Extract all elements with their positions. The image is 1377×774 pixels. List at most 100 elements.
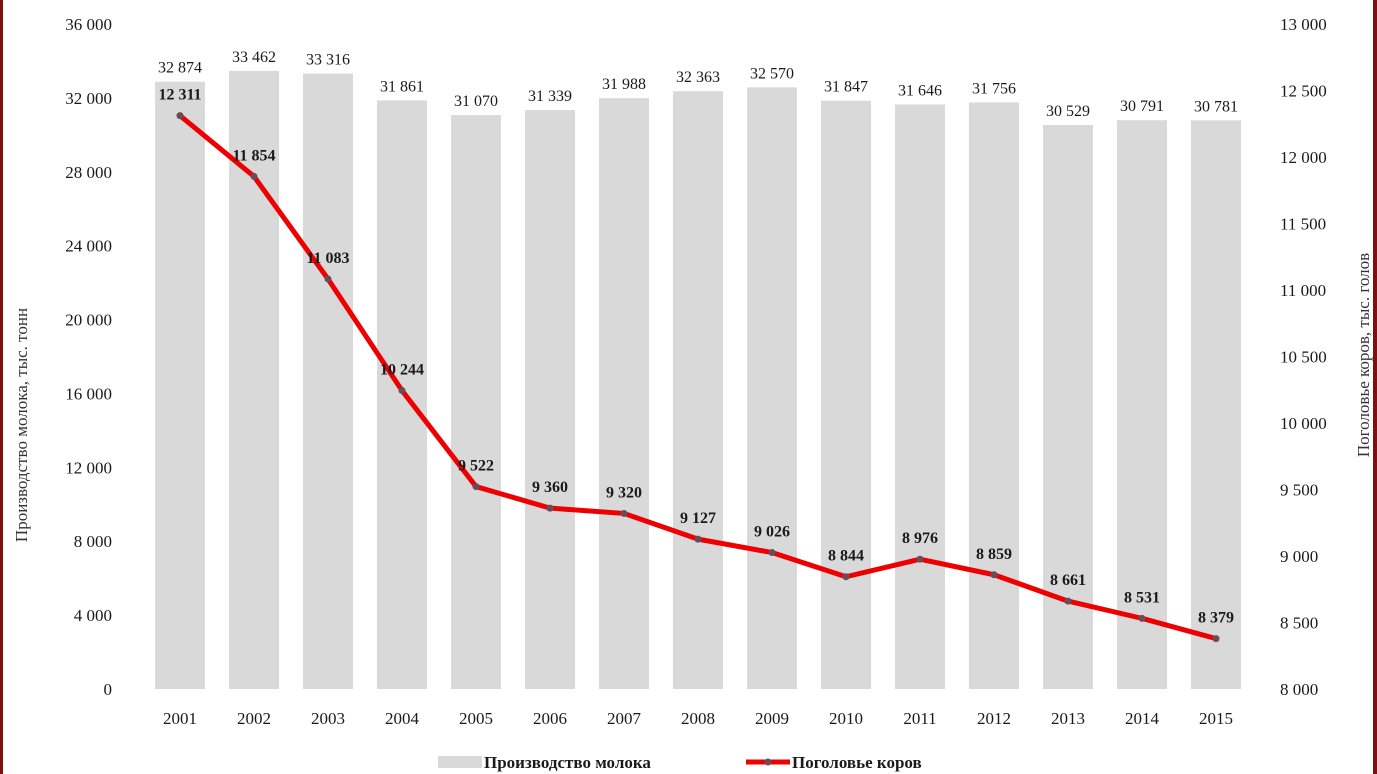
right-tick-8500: 8 500 (1280, 614, 1318, 633)
right-tick-11000: 11 000 (1280, 281, 1326, 300)
bar-value-label-2013: 30 529 (1046, 103, 1090, 120)
left-tick-4000: 4 000 (74, 606, 112, 625)
line-value-label-2010: 8 844 (828, 548, 864, 565)
bar-2006 (525, 110, 575, 690)
x-tick-2003: 2003 (311, 709, 345, 728)
line-point-2014 (1138, 614, 1146, 622)
bar-value-label-2011: 31 646 (898, 82, 942, 99)
legend-bar-label: Производство молока (484, 753, 651, 772)
right-tick-10500: 10 500 (1280, 348, 1327, 367)
x-tick-2002: 2002 (237, 709, 271, 728)
bar-value-label-2007: 31 988 (602, 76, 646, 93)
right-tick-8000: 8 000 (1280, 680, 1318, 699)
bar-labels-layer: 32 874 33 462 33 316 31 861 31 070 31 339 31 9… (158, 49, 1238, 120)
bar-2008 (673, 91, 723, 689)
line-point-2015 (1212, 635, 1220, 643)
line-point-2001 (176, 112, 184, 120)
line-point-2009 (768, 549, 776, 557)
right-axis-title: Поголовье коров, тыс. голов (1354, 253, 1373, 457)
bar-value-label-2008: 32 363 (676, 69, 720, 86)
line-point-2005 (472, 483, 480, 491)
left-tick-12000: 12 000 (65, 458, 112, 477)
bar-2012 (969, 102, 1019, 689)
x-tick-2005: 2005 (459, 709, 493, 728)
x-tick-2009: 2009 (755, 709, 789, 728)
legend-line-marker (764, 758, 772, 766)
bar-value-label-2010: 31 847 (824, 79, 868, 96)
bar-2003 (303, 73, 353, 689)
bar-value-label-2009: 32 570 (750, 65, 794, 82)
line-point-2006 (546, 504, 554, 512)
x-tick-2014: 2014 (1125, 709, 1160, 728)
bars-layer (155, 70, 1241, 690)
line-value-label-2009: 9 026 (754, 524, 790, 541)
line-labels-layer: 12 311 11 854 11 083 10 244 9 522 9 360 9 320 9… (158, 87, 1234, 627)
left-tick-16000: 16 000 (65, 384, 112, 403)
right-tick-9500: 9 500 (1280, 481, 1318, 500)
bar-value-label-2014: 30 791 (1120, 98, 1164, 115)
bar-value-label-2012: 31 756 (972, 80, 1016, 97)
left-frame-border (0, 0, 3, 774)
line-value-label-2011: 8 976 (902, 530, 938, 547)
line-point-2007 (620, 509, 628, 517)
bar-2010 (821, 100, 871, 689)
line-value-label-2003: 11 083 (306, 250, 349, 267)
bar-2005 (451, 115, 501, 689)
line-value-label-2015: 8 379 (1198, 610, 1234, 627)
line-point-2011 (916, 555, 924, 563)
bar-value-label-2002: 33 462 (232, 49, 276, 66)
bar-value-label-2005: 31 070 (454, 93, 498, 110)
line-value-label-2014: 8 531 (1124, 589, 1160, 606)
x-tick-2013: 2013 (1051, 709, 1085, 728)
right-tick-12000: 12 000 (1280, 148, 1327, 167)
line-value-label-2006: 9 360 (532, 479, 568, 496)
bar-2004 (377, 100, 427, 689)
x-axis-ticks: 2001 2002 2003 2004 2005 2006 2007 2008 2009 2010… (163, 709, 1233, 728)
left-tick-20000: 20 000 (65, 311, 112, 330)
line-value-label-2008: 9 127 (680, 510, 716, 527)
bar-2009 (747, 87, 797, 689)
bar-value-label-2003: 33 316 (306, 52, 350, 69)
x-tick-2007: 2007 (607, 709, 642, 728)
right-tick-13000: 13 000 (1280, 15, 1327, 34)
line-value-label-2002: 11 854 (232, 147, 275, 164)
right-frame-border (1373, 0, 1377, 774)
line-point-2008 (694, 535, 702, 543)
left-tick-32000: 32 000 (65, 89, 112, 108)
bar-2011 (895, 104, 945, 690)
left-axis-title: Производство молока, тыс. тонн (12, 308, 31, 542)
x-tick-2012: 2012 (977, 709, 1011, 728)
left-tick-28000: 28 000 (65, 163, 112, 182)
bar-value-label-2004: 31 861 (380, 78, 424, 95)
bar-value-label-2015: 30 781 (1194, 98, 1238, 115)
left-axis-ticks: 0 4 000 8 000 12 000 16 000 20 000 24 000 28 00… (65, 15, 112, 699)
x-tick-2010: 2010 (829, 709, 863, 728)
legend-line-label: Поголовье коров (792, 753, 922, 772)
left-tick-0: 0 (104, 680, 113, 699)
line-value-label-2007: 9 320 (606, 484, 642, 501)
bar-value-label-2006: 31 339 (528, 88, 572, 105)
line-point-2003 (324, 275, 332, 283)
line-point-2012 (990, 571, 998, 579)
left-tick-24000: 24 000 (65, 237, 112, 256)
bar-2015 (1191, 120, 1241, 690)
right-axis-ticks: 8 000 8 500 9 000 9 500 10 000 10 500 11 000 11… (1280, 15, 1327, 699)
line-point-2002 (250, 172, 258, 180)
left-tick-36000: 36 000 (65, 15, 112, 34)
line-point-2004 (398, 387, 406, 395)
x-tick-2008: 2008 (681, 709, 715, 728)
left-tick-8000: 8 000 (74, 532, 112, 551)
line-point-2013 (1064, 597, 1072, 605)
line-value-label-2012: 8 859 (976, 546, 1012, 563)
x-tick-2004: 2004 (385, 709, 420, 728)
bar-2014 (1117, 120, 1167, 689)
x-tick-2006: 2006 (533, 709, 567, 728)
legend-bar-swatch (438, 756, 482, 768)
right-tick-10000: 10 000 (1280, 414, 1327, 433)
right-tick-9000: 9 000 (1280, 547, 1318, 566)
legend: Производство молока Поголовье коров (438, 753, 922, 772)
line-value-label-2004: 10 244 (380, 362, 424, 379)
line-value-label-2013: 8 661 (1050, 572, 1086, 589)
right-tick-11500: 11 500 (1280, 215, 1326, 234)
